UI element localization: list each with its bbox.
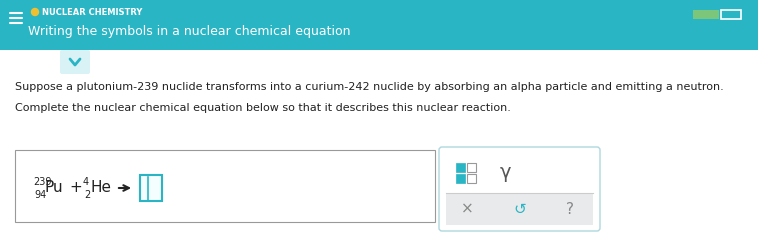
Bar [456, 163, 465, 172]
Text: Pu: Pu [45, 180, 64, 196]
Text: ×: × [461, 202, 474, 217]
Bar [693, 10, 719, 19]
Text: ↺: ↺ [514, 202, 526, 217]
Text: +: + [69, 180, 82, 196]
Bar [140, 175, 162, 201]
Circle shape [32, 8, 39, 16]
Bar [467, 174, 476, 183]
Text: 4: 4 [83, 177, 89, 187]
Text: 2: 2 [84, 190, 90, 200]
Text: 239: 239 [33, 177, 52, 187]
Text: ?: ? [566, 202, 574, 217]
Bar [0, 0, 758, 50]
Bar [456, 174, 465, 183]
Bar [446, 194, 593, 224]
Bar [467, 163, 476, 172]
Bar [15, 150, 435, 222]
Text: γ: γ [500, 162, 512, 182]
Text: NUCLEAR CHEMISTRY: NUCLEAR CHEMISTRY [42, 8, 143, 17]
FancyBboxPatch shape [439, 147, 600, 231]
Text: 94: 94 [34, 190, 46, 200]
Text: He: He [91, 180, 112, 196]
Text: Writing the symbols in a nuclear chemical equation: Writing the symbols in a nuclear chemica… [28, 24, 350, 38]
Bar [722, 10, 741, 19]
FancyBboxPatch shape [60, 50, 90, 74]
Text: Complete the nuclear chemical equation below so that it describes this nuclear r: Complete the nuclear chemical equation b… [15, 103, 511, 113]
Text: Suppose a plutonium-239 nuclide transforms into a curium-242 nuclide by absorbin: Suppose a plutonium-239 nuclide transfor… [15, 82, 724, 92]
